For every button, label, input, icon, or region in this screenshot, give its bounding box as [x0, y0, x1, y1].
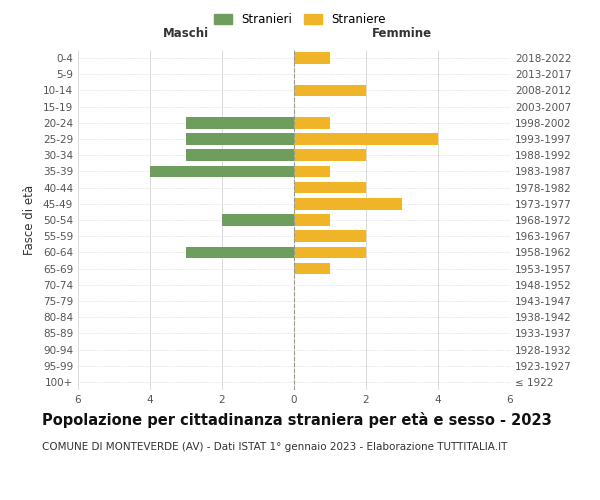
Text: Femmine: Femmine — [372, 27, 432, 40]
Bar — [186, 150, 294, 161]
Text: Popolazione per cittadinanza straniera per età e sesso - 2023: Popolazione per cittadinanza straniera p… — [42, 412, 552, 428]
Bar — [150, 166, 294, 177]
Legend: Stranieri, Straniere: Stranieri, Straniere — [209, 8, 391, 31]
Bar — [294, 230, 366, 242]
Bar — [294, 52, 330, 64]
Bar — [294, 182, 366, 194]
Bar — [186, 117, 294, 128]
Bar — [294, 246, 366, 258]
Bar — [294, 133, 438, 145]
Text: COMUNE DI MONTEVERDE (AV) - Dati ISTAT 1° gennaio 2023 - Elaborazione TUTTITALIA: COMUNE DI MONTEVERDE (AV) - Dati ISTAT 1… — [42, 442, 508, 452]
Y-axis label: Fasce di età: Fasce di età — [23, 185, 36, 255]
Bar — [222, 214, 294, 226]
Bar — [294, 150, 366, 161]
Bar — [294, 198, 402, 209]
Bar — [186, 246, 294, 258]
Bar — [294, 166, 330, 177]
Bar — [294, 214, 330, 226]
Text: Maschi: Maschi — [163, 27, 209, 40]
Bar — [294, 84, 366, 96]
Bar — [186, 133, 294, 145]
Bar — [294, 117, 330, 128]
Bar — [294, 262, 330, 274]
